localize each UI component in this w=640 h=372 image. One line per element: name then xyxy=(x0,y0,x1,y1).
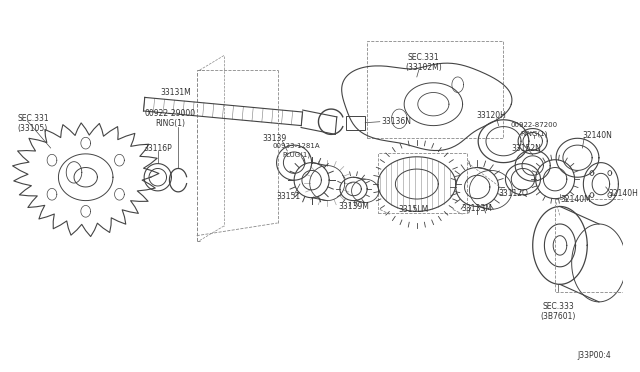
Text: 32140H: 32140H xyxy=(609,189,639,198)
Text: 00922-29000: 00922-29000 xyxy=(145,109,196,118)
Text: 33136N: 33136N xyxy=(381,117,412,126)
Text: 00933-1281A: 00933-1281A xyxy=(272,143,320,149)
Text: 33152N: 33152N xyxy=(511,144,541,153)
Bar xyxy=(367,41,504,138)
Text: 33133M: 33133M xyxy=(461,204,493,213)
Text: 00922-87200: 00922-87200 xyxy=(510,122,557,128)
Text: RING(1): RING(1) xyxy=(520,130,547,137)
Text: 33120H: 33120H xyxy=(477,111,507,121)
Text: 33112Q: 33112Q xyxy=(499,189,528,198)
Text: 33116P: 33116P xyxy=(143,144,172,153)
Text: 33151: 33151 xyxy=(276,192,300,201)
Text: (33105): (33105) xyxy=(17,124,48,133)
Text: 33139: 33139 xyxy=(262,134,287,143)
Text: 3315LM: 3315LM xyxy=(399,205,429,214)
Text: RING(1): RING(1) xyxy=(156,119,186,128)
Text: 32140N: 32140N xyxy=(582,131,612,140)
Text: (3B7601): (3B7601) xyxy=(540,312,576,321)
Text: PLUG(1): PLUG(1) xyxy=(282,151,310,158)
Text: SEC.331: SEC.331 xyxy=(17,114,49,123)
Text: SEC.333: SEC.333 xyxy=(542,302,574,311)
Text: SEC.331: SEC.331 xyxy=(408,53,440,62)
Bar xyxy=(378,153,467,213)
Text: 33139M: 33139M xyxy=(338,202,369,211)
Text: 32140M: 32140M xyxy=(560,195,591,204)
Text: J33P00:4: J33P00:4 xyxy=(578,351,612,360)
Text: (33102M): (33102M) xyxy=(405,63,442,72)
Text: 33131M: 33131M xyxy=(160,88,191,97)
Bar xyxy=(346,116,365,129)
